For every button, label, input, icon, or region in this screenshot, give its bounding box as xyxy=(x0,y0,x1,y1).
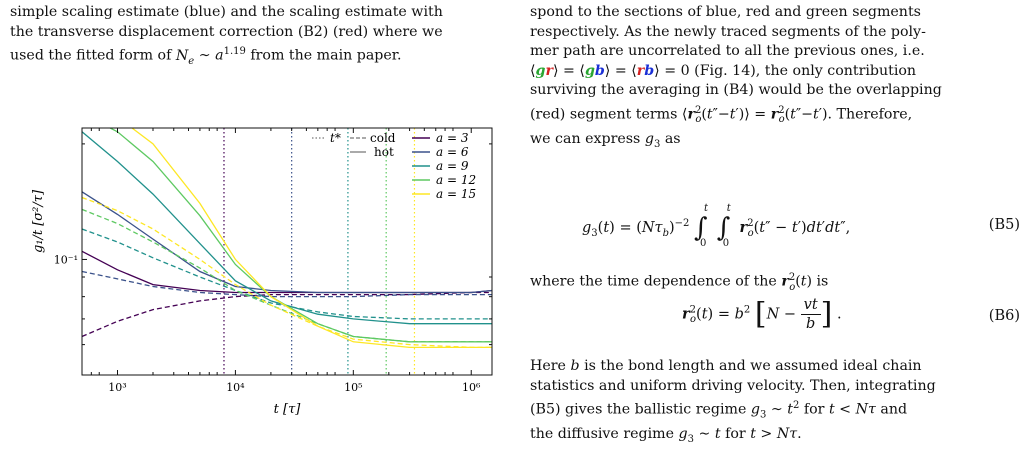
left-column: simple scaling estimate (blue) and the s… xyxy=(10,0,508,417)
series-line-a6-hot xyxy=(82,191,492,294)
equation-b5: g3(t) = (Nτb)−2 ∫ t 0 ∫ t 0 r2o(t″ − t′)dt′d… xyxy=(582,203,1020,249)
paragraph-3: Here b is the bond length and we assumed… xyxy=(530,357,1020,449)
paragraph-2: where the time dependence of the r2o(t) … xyxy=(530,272,829,293)
x-tick-label: 10³ xyxy=(108,381,126,394)
legend-series-label: a = 6 xyxy=(436,145,469,159)
series-line-a3-cold xyxy=(82,291,492,338)
text-line: surviving the averaging in (B4) would be… xyxy=(530,82,942,98)
text-line-correlations: ⟨gr⟩ = ⟨gb⟩ = ⟨rb⟩ = 0 (Fig. 14), the on… xyxy=(530,62,917,79)
text-line: spond to the sections of blue, red and g… xyxy=(530,4,921,20)
equation-number: (B5) xyxy=(988,217,1020,233)
legend-series-label: a = 3 xyxy=(436,131,469,145)
caption-line: simple scaling estimate (blue) and the s… xyxy=(10,4,443,20)
legend-tstar-label: t* xyxy=(330,131,341,145)
x-tick-label: 10⁴ xyxy=(226,381,245,394)
series-line-a15-cold xyxy=(82,196,492,349)
text-line: mer path are uncorrelated to all the pre… xyxy=(530,43,925,59)
plot-frame xyxy=(81,127,493,376)
x-tick-label: 10⁶ xyxy=(462,381,481,394)
series-line-a6-cold xyxy=(82,270,492,298)
x-axis-label: t [τ] xyxy=(274,402,302,417)
x-tick-label: 10⁵ xyxy=(344,381,362,394)
paragraph-1: spond to the sections of blue, red and g… xyxy=(530,0,1020,154)
legend-series-label: a = 15 xyxy=(436,187,476,201)
text-line: we can express g3 as xyxy=(530,130,681,150)
right-column: spond to the sections of blue, red and g… xyxy=(530,0,1020,445)
legend-cold-label: cold xyxy=(370,131,396,145)
text-fragment: = 0 (Fig. 14), the only contribution xyxy=(664,62,917,79)
figure-msd-plot: 10³ 10⁴ 10⁵ 10⁶ 10⁻¹ t [τ] g₁/t [σ²/τ] t* cold ho… xyxy=(10,118,508,418)
series-line-a9-cold xyxy=(82,228,492,320)
y-axis-label: g₁/t [σ²/τ] xyxy=(31,189,46,253)
figure-caption-fragment: simple scaling estimate (blue) and the s… xyxy=(10,0,508,71)
caption-line: used the fitted form of Ne ∼ a1.19 from … xyxy=(10,46,402,67)
legend-hot-label: hot xyxy=(374,145,394,159)
text-line: (red) segment terms ⟨r2o(t″−t′)⟩ = r2o(t… xyxy=(530,104,913,126)
caption-line: the transverse displacement correction (… xyxy=(10,23,443,40)
legend-series-label: a = 9 xyxy=(436,159,469,173)
fraction-denominator: b xyxy=(806,316,816,332)
legend-series-label: a = 12 xyxy=(436,173,476,187)
equation-b6: r2o(t) = b2 [N − vt b] . (B6) xyxy=(682,296,1020,332)
chart-svg: 10³ 10⁴ 10⁵ 10⁶ 10⁻¹ t [τ] g₁/t [σ²/τ] t* coldho… xyxy=(31,127,493,417)
series-line-a15-hot xyxy=(130,128,492,349)
text-line: statistics and uniform driving velocity.… xyxy=(530,377,936,394)
series-line-a12-hot xyxy=(108,128,492,343)
fraction-numerator: vt xyxy=(803,297,818,313)
series-line-a9-hot xyxy=(82,131,492,325)
series-line-a3-hot xyxy=(82,250,492,294)
y-tick-label: 10⁻¹ xyxy=(54,253,78,266)
equation-number: (B6) xyxy=(988,308,1020,324)
text-line: respectively. As the newly traced segmen… xyxy=(530,23,926,40)
series-line-a12-cold xyxy=(82,208,492,343)
